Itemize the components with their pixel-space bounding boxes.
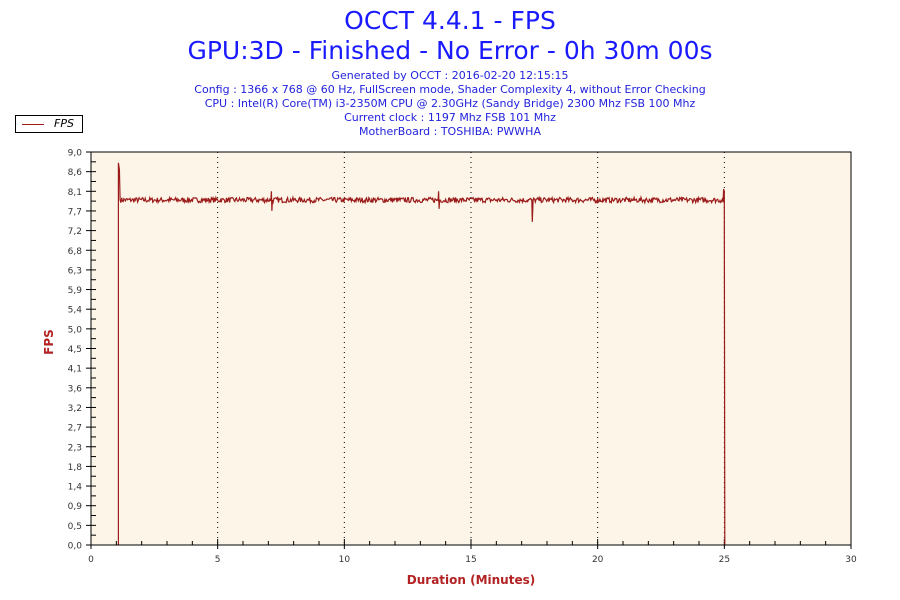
- y-tick-label: 6,3: [68, 266, 82, 276]
- x-axis-label: Duration (Minutes): [406, 573, 536, 587]
- y-tick-label: 7,7: [68, 207, 82, 217]
- x-tick-label: 5: [215, 555, 221, 565]
- y-tick-label: 1,4: [68, 483, 83, 493]
- info-motherboard: MotherBoard : TOSHIBA: PWWHA: [359, 125, 541, 138]
- plot-area: [91, 152, 851, 545]
- y-tick-label: 0,5: [68, 522, 82, 532]
- y-tick-label: 3,6: [68, 384, 83, 394]
- x-tick-label: 25: [719, 555, 730, 565]
- y-tick-label: 5,4: [68, 306, 83, 316]
- plot-border: [90, 151, 852, 546]
- y-tick-label: 6,8: [68, 247, 83, 257]
- y-tick-label: 8,1: [68, 188, 82, 198]
- y-tick-label: 4,5: [68, 345, 82, 355]
- fps-series-line: [117, 162, 726, 546]
- info-config: Config : 1366 x 768 @ 60 Hz, FullScreen …: [194, 83, 706, 96]
- y-tick-label: 5,9: [68, 286, 83, 296]
- info-generated: Generated by OCCT : 2016-02-20 12:15:15: [331, 69, 569, 82]
- y-tick-label: 0,0: [68, 542, 83, 552]
- x-tick-label: 15: [465, 555, 476, 565]
- legend: FPS: [15, 115, 83, 133]
- legend-label: FPS: [54, 117, 74, 130]
- y-tick-label: 4,1: [68, 365, 82, 375]
- y-tick-label: 3,2: [68, 404, 82, 414]
- x-tick-label: 0: [88, 555, 94, 565]
- x-tick-label: 30: [845, 555, 857, 565]
- y-tick-label: 9,0: [68, 149, 83, 159]
- y-tick-label: 8,6: [68, 168, 83, 178]
- info-cpu: CPU : Intel(R) Core(TM) i3-2350M CPU @ 2…: [204, 97, 696, 110]
- legend-line-swatch: [22, 124, 44, 125]
- y-axis-label: FPS: [41, 329, 56, 355]
- y-tick-label: 0,9: [68, 502, 83, 512]
- y-tick-label: 7,2: [68, 227, 82, 237]
- y-tick-label: 2,3: [68, 443, 82, 453]
- x-tick-label: 20: [592, 555, 604, 565]
- chart-subtitle: GPU:3D - Finished - No Error - 0h 30m 00…: [187, 36, 713, 65]
- y-tick-label: 2,7: [68, 424, 82, 434]
- chart-title: OCCT 4.4.1 - FPS: [344, 6, 556, 35]
- info-clock: Current clock : 1197 Mhz FSB 101 Mhz: [344, 111, 556, 124]
- y-tick-label: 5,0: [68, 325, 83, 335]
- x-tick-label: 10: [339, 555, 351, 565]
- y-tick-label: 1,8: [68, 463, 83, 473]
